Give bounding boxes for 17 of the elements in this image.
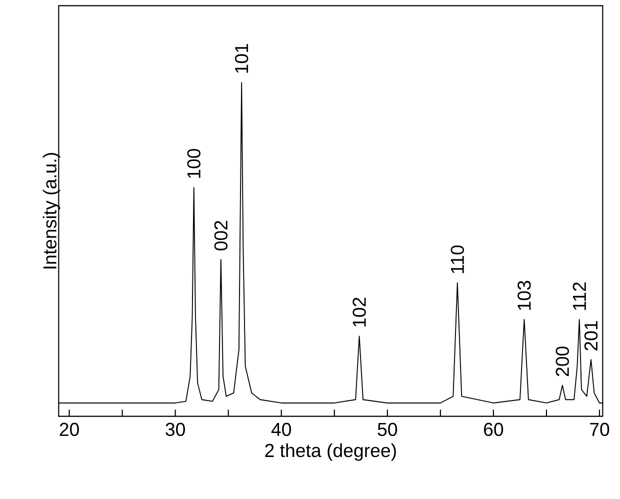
annotation: 101 [234,44,248,73]
annotation: 200 [556,346,569,376]
annotation: 112 [572,282,586,310]
x-tick-label: 40 [271,422,292,436]
annotation: 201 [584,321,598,350]
x-tick-label: 50 [378,422,398,436]
annotation: 103 [518,280,531,310]
annotation: 110 [450,245,464,274]
x-tick-label: 20 [60,422,79,436]
x-tick-label: 70 [590,422,610,436]
x-axis-title: 2 theta (degree) [265,443,396,461]
annotation: 102 [352,298,366,327]
x-tick-label: 60 [484,422,504,436]
annotation: 002 [214,220,228,250]
y-axis-title: Intensity (a.u.) [42,153,60,268]
annotation: 100 [187,148,200,178]
x-tick-label: 30 [166,422,185,436]
